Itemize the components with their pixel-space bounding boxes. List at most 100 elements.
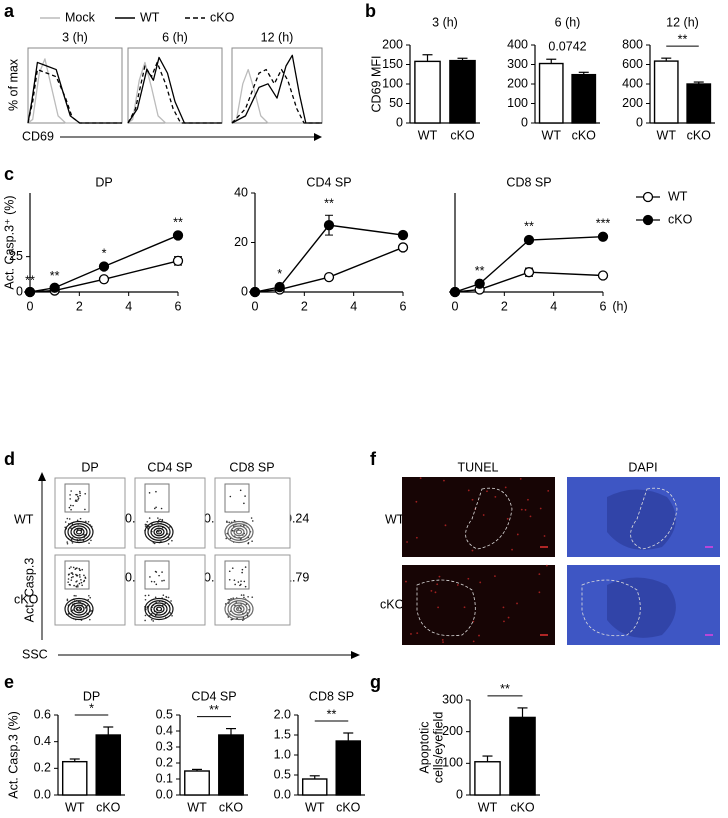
y-tick-label: 600 xyxy=(622,57,643,71)
x-tick-label: 4 xyxy=(125,299,132,313)
gate xyxy=(144,483,170,513)
bar xyxy=(61,760,88,796)
marker xyxy=(474,278,485,289)
marker xyxy=(24,286,36,298)
signal-dot xyxy=(444,524,447,527)
signal-dot xyxy=(507,616,510,619)
marker xyxy=(323,220,335,231)
event-dot xyxy=(144,614,147,617)
event-dot xyxy=(66,517,69,520)
gate xyxy=(144,560,170,590)
x-axis-label: SSC xyxy=(22,647,48,661)
x-tick-label: WT xyxy=(305,800,325,814)
density-contour xyxy=(153,527,165,537)
event-dot xyxy=(240,580,242,582)
event-dot xyxy=(251,520,254,522)
annotation: * xyxy=(89,701,94,715)
density-contour xyxy=(153,604,165,614)
signal-dot xyxy=(467,577,470,580)
event-dot xyxy=(154,507,156,510)
signal-dot xyxy=(467,489,470,492)
density-contour xyxy=(155,606,163,612)
signal-dot xyxy=(524,509,527,511)
density-contour xyxy=(155,529,163,535)
y-tick-label: 800 xyxy=(622,37,643,51)
signal-dot xyxy=(516,602,518,605)
y-tick-label: 20 xyxy=(234,235,248,249)
event-dot xyxy=(167,596,170,599)
event-dot xyxy=(77,497,80,500)
signal-dot xyxy=(502,606,505,609)
event-dot xyxy=(247,595,249,598)
y-tick-label: 1.5 xyxy=(274,727,291,741)
signal-dot xyxy=(482,514,485,516)
signal-dot xyxy=(538,591,541,594)
event-dot xyxy=(85,520,87,523)
event-dot xyxy=(84,508,86,511)
bar xyxy=(218,734,244,796)
signal-dot xyxy=(506,517,509,520)
x-tick-label: WT xyxy=(187,800,207,814)
event-dot xyxy=(161,571,163,573)
density-contour xyxy=(233,527,245,537)
event-dot xyxy=(69,498,71,500)
y-tick-label: 50 xyxy=(389,96,403,110)
event-dot xyxy=(77,585,79,588)
signal-dot xyxy=(520,508,523,511)
x-tick-label: WT xyxy=(657,128,677,142)
event-dot xyxy=(234,583,236,586)
marker xyxy=(98,274,110,285)
bar xyxy=(474,761,501,796)
event-dot xyxy=(244,495,246,497)
event-dot xyxy=(154,596,157,599)
y-tick-label: 0.3 xyxy=(156,739,173,753)
event-dot xyxy=(167,543,170,545)
chart-title: CD4 SP xyxy=(306,175,351,189)
event-dot xyxy=(67,578,70,580)
density-contour xyxy=(67,600,91,618)
chart-title: DP xyxy=(83,689,100,703)
legend-label: Mock xyxy=(65,10,96,24)
event-dot xyxy=(244,585,247,588)
hist-curve xyxy=(127,56,222,124)
bar xyxy=(571,73,597,124)
signal-dot xyxy=(516,533,519,536)
y-tick-label: 100 xyxy=(382,76,403,90)
event-dot xyxy=(70,508,72,511)
hist-title: 3 (h) xyxy=(62,30,88,44)
event-dot xyxy=(237,608,239,610)
y-tick-label: 0.0 xyxy=(34,787,51,801)
event-dot xyxy=(230,597,232,600)
hist-curve xyxy=(231,68,322,124)
signal-dot xyxy=(479,581,482,584)
annotation: ** xyxy=(173,215,183,229)
event-dot xyxy=(70,572,73,574)
legend-marker xyxy=(642,191,654,203)
chart-title: 6 (h) xyxy=(555,15,581,29)
signal-dot xyxy=(494,495,497,498)
hist-frame xyxy=(231,47,323,124)
x-tick-label: cKO xyxy=(687,128,712,142)
chart-title: CD8 SP xyxy=(309,689,354,703)
event-dot xyxy=(158,574,160,577)
marker xyxy=(172,255,184,267)
marker xyxy=(274,281,285,293)
panel-label: f xyxy=(370,449,377,469)
event-dot xyxy=(247,542,250,544)
signal-dot xyxy=(503,620,505,623)
signal-dot xyxy=(438,575,441,578)
event-dot xyxy=(163,579,165,582)
x-tick-label: 2 xyxy=(76,299,83,313)
y-tick-label: 0.1 xyxy=(156,771,173,785)
annotation: ** xyxy=(500,682,510,696)
row-label: WT xyxy=(14,512,34,526)
signal-dot xyxy=(442,641,444,644)
event-dot xyxy=(79,576,81,578)
event-dot xyxy=(155,506,157,509)
flow-frame xyxy=(54,554,126,626)
hist-curve xyxy=(127,61,222,124)
y-tick-label: 0.5 xyxy=(274,767,291,781)
signal-dot xyxy=(471,549,474,552)
event-dot xyxy=(79,517,82,520)
event-dot xyxy=(84,492,87,495)
